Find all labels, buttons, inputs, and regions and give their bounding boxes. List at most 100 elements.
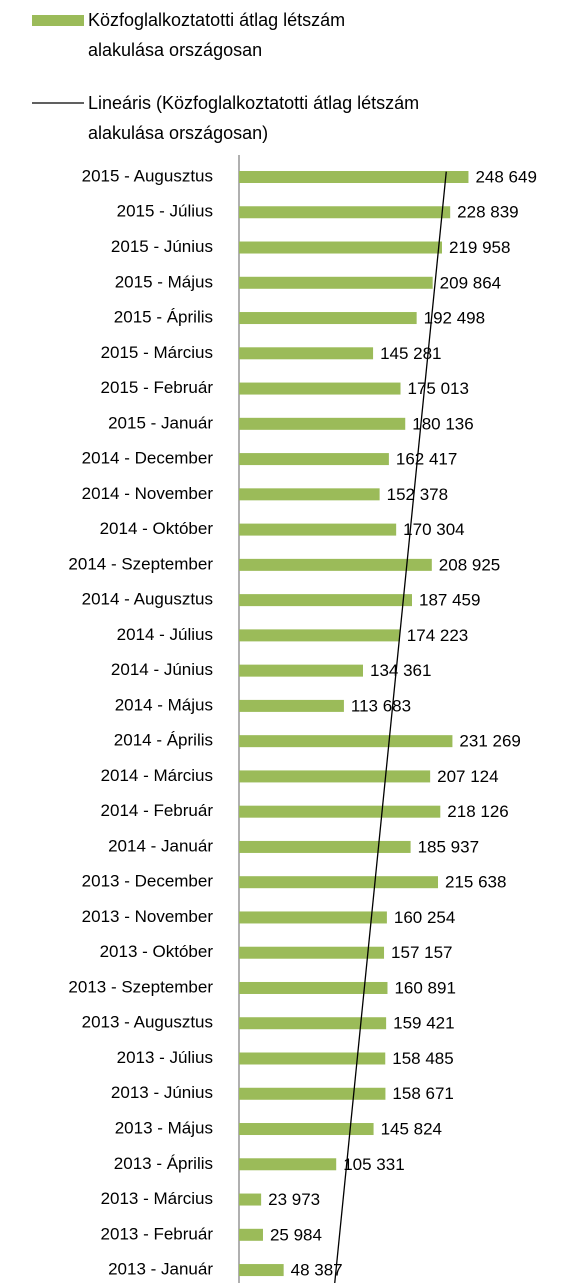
legend-label: Lineáris (Közfoglalkoztatotti átlag léts…: [88, 93, 420, 143]
bar: [239, 347, 374, 360]
bar: [239, 981, 388, 994]
data-label: 248 649: [475, 167, 536, 186]
data-label: 158 485: [392, 1049, 453, 1068]
data-label: 157 157: [391, 943, 452, 962]
data-label: 160 254: [394, 908, 455, 927]
legend-swatch: [32, 15, 84, 26]
data-label: 180 136: [412, 414, 473, 433]
bar: [239, 1052, 386, 1065]
y-tick-label: 2015 - Február: [101, 378, 214, 397]
bar: [239, 171, 469, 183]
y-tick-label: 2013 - Február: [101, 1224, 214, 1243]
data-label: 208 925: [439, 555, 500, 574]
data-label: 187 459: [419, 591, 480, 610]
y-tick-label: 2015 - Június: [111, 237, 213, 256]
y-tick-label: 2014 - Február: [101, 801, 214, 820]
data-label: 175 013: [408, 379, 469, 398]
y-tick-label: 2015 - Augusztus: [82, 166, 213, 185]
bar: [239, 770, 431, 783]
bar: [239, 312, 417, 325]
data-label: 209 864: [440, 273, 501, 292]
bar: [239, 1228, 263, 1241]
data-label: 105 331: [343, 1155, 404, 1174]
bar: [239, 1123, 374, 1136]
data-label: 228 839: [457, 203, 518, 222]
bar: [239, 946, 385, 959]
bar: [239, 805, 441, 818]
y-tick-label: 2014 - Január: [108, 836, 213, 855]
data-label: 218 126: [447, 802, 508, 821]
bar: [239, 206, 451, 219]
data-label: 25 984: [270, 1225, 322, 1244]
data-label: 145 281: [380, 344, 441, 363]
bar: [239, 876, 439, 889]
y-tick-label: 2015 - Január: [108, 413, 213, 432]
y-tick-label: 2015 - Március: [101, 343, 213, 362]
y-tick-label: 2014 - Június: [111, 660, 213, 679]
data-label: 162 417: [396, 450, 457, 469]
y-tick-label: 2013 - December: [82, 872, 214, 891]
bar: [239, 1158, 337, 1171]
data-label: 215 638: [445, 873, 506, 892]
bar: [239, 523, 397, 536]
bar: [239, 453, 389, 466]
y-tick-label: 2013 - Január: [108, 1260, 213, 1279]
bar: [239, 664, 363, 677]
data-label: 192 498: [424, 309, 485, 328]
bar: [239, 629, 400, 642]
trendline: [334, 171, 447, 1283]
y-tick-label: 2014 - Október: [100, 519, 214, 538]
bar: [239, 382, 401, 395]
bar: [239, 276, 433, 289]
legend-label: Közfoglalkoztatotti átlag létszám alakul…: [88, 10, 346, 60]
data-label: 158 671: [392, 1084, 453, 1103]
data-label: 152 378: [387, 485, 448, 504]
y-tick-label: 2015 - Április: [114, 308, 213, 327]
bar: [239, 558, 432, 571]
bar: [239, 1087, 386, 1100]
bar: [239, 1264, 284, 1277]
y-tick-label: 2013 - Március: [101, 1189, 213, 1208]
y-tick-label: 2014 - Április: [114, 731, 213, 750]
bar: [239, 911, 387, 924]
data-label: 23 973: [268, 1190, 320, 1209]
data-label: 185 937: [418, 837, 479, 856]
y-tick-label: 2013 - Augusztus: [82, 1013, 213, 1032]
y-tick-label: 2014 - Március: [101, 766, 213, 785]
data-label: 231 269: [459, 732, 520, 751]
data-label: 219 958: [449, 238, 510, 257]
y-tick-label: 2015 - Május: [115, 272, 213, 291]
data-label: 174 223: [407, 626, 468, 645]
y-tick-label: 2013 - Szeptember: [68, 977, 213, 996]
y-tick-label: 2014 - Július: [117, 625, 213, 644]
y-tick-label: 2014 - Május: [115, 695, 213, 714]
y-tick-label: 2013 - Június: [111, 1083, 213, 1102]
y-tick-label: 2014 - December: [82, 449, 214, 468]
data-label: 134 361: [370, 661, 431, 680]
bar: [239, 594, 412, 607]
data-label: 207 124: [437, 767, 498, 786]
bar: [239, 735, 453, 748]
bar: [239, 241, 442, 254]
bar: [239, 1017, 387, 1030]
y-tick-label: 2015 - Július: [117, 202, 213, 221]
y-tick-label: 2013 - Április: [114, 1154, 213, 1173]
y-tick-label: 2014 - Augusztus: [82, 590, 213, 609]
y-tick-label: 2013 - Október: [100, 942, 214, 961]
y-tick-label: 2013 - Május: [115, 1119, 213, 1138]
data-label: 160 891: [394, 978, 455, 997]
bar: [239, 488, 380, 501]
bar: [239, 417, 406, 430]
y-tick-label: 2014 - Szeptember: [68, 554, 213, 573]
data-label: 48 387: [291, 1261, 343, 1280]
bar: [239, 699, 344, 712]
data-label: 159 421: [393, 1014, 454, 1033]
y-tick-label: 2014 - November: [82, 484, 214, 503]
bar: [239, 840, 411, 853]
data-label: 113 683: [351, 696, 411, 715]
y-tick-label: 2013 - November: [82, 907, 214, 926]
data-label: 145 824: [381, 1120, 442, 1139]
bar: [239, 1193, 262, 1206]
